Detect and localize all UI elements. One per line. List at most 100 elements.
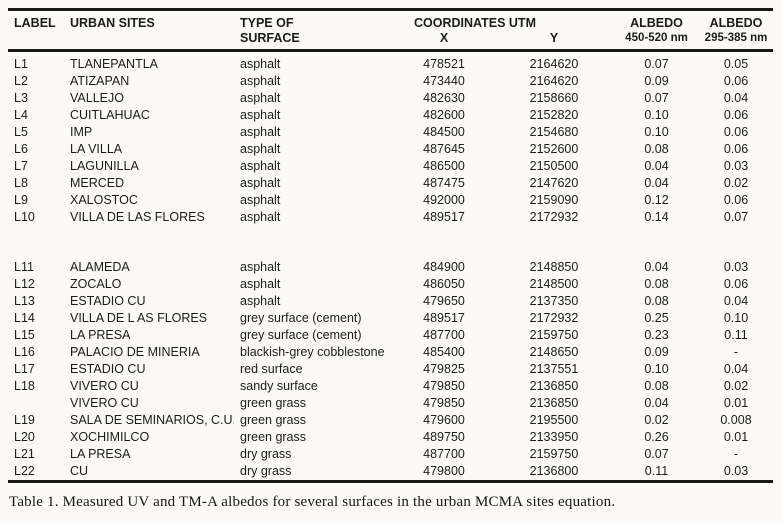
cell-albedo-295-385: 0.06	[723, 277, 749, 291]
cell-surface-type: asphalt	[240, 57, 281, 71]
cell-surface-type: asphalt	[240, 91, 281, 105]
cell-surface-type: asphalt	[240, 108, 281, 122]
cell-albedo-295-385: 0.02	[723, 176, 749, 190]
cell-coordinate-x: 482630	[423, 91, 465, 105]
cell-coordinate-x: 486500	[423, 159, 465, 173]
cell-urban-site: ALAMEDA	[70, 260, 130, 274]
cell-albedo-450-520: 0.10	[644, 362, 669, 376]
cell-albedo-295-385: 0.07	[723, 210, 749, 224]
cell-surface-type: asphalt	[240, 74, 281, 88]
cell-coordinate-y: 2158660	[529, 91, 579, 105]
cell-urban-site: TLANEPANTLA	[70, 57, 158, 71]
cell-coordinate-y: 2148500	[529, 277, 579, 291]
table-row: L3 VALLEJO asphalt 482630 2158660 0.07 0…	[8, 90, 773, 107]
cell-surface-type: grey surface (cement)	[240, 311, 362, 325]
albedo-table: LABEL URBAN SITES TYPE OF COORDINATES UT…	[8, 8, 773, 483]
cell-urban-site: SALA DE SEMINARIOS, C.U.	[70, 413, 234, 427]
cell-coordinate-x: 473440	[423, 74, 465, 88]
table-row: L19 SALA DE SEMINARIOS, C.U. green grass…	[8, 412, 773, 429]
cell-surface-type: dry grass	[240, 464, 292, 478]
cell-label: L14	[14, 311, 35, 325]
cell-coordinate-y: 2150500	[529, 159, 579, 173]
cell-albedo-450-520: 0.08	[644, 277, 669, 291]
cell-albedo-295-385: 0.10	[723, 311, 749, 325]
cell-urban-site: ZOCALO	[70, 277, 122, 291]
table-header: LABEL URBAN SITES TYPE OF COORDINATES UT…	[8, 10, 773, 52]
cell-albedo-450-520: 0.10	[644, 125, 669, 139]
col-header-urban-sites: URBAN SITES	[70, 16, 155, 30]
col-header-type-of: TYPE OF	[240, 16, 294, 30]
cell-coordinate-x: 479650	[423, 294, 465, 308]
cell-coordinate-y: 2195500	[529, 413, 579, 427]
cell-albedo-295-385: 0.04	[723, 294, 749, 308]
cell-albedo-295-385: 0.008	[720, 413, 752, 427]
cell-coordinate-x: 487645	[423, 142, 465, 156]
table-row: VIVERO CU green grass 479850 2136850 0.0…	[8, 395, 773, 412]
cell-albedo-450-520: 0.12	[644, 193, 669, 207]
table-row: L16 PALACIO DE MINERIA blackish-grey cob…	[8, 344, 773, 361]
table-row: L21 LA PRESA dry grass 487700 2159750 0.…	[8, 446, 773, 463]
table-row: L13 ESTADIO CU asphalt 479650 2137350 0.…	[8, 293, 773, 310]
cell-surface-type: asphalt	[240, 294, 281, 308]
col-header-sites-spacer	[64, 31, 234, 52]
table-row: L22 CU dry grass 479800 2136800 0.11 0.0…	[8, 463, 773, 482]
table-row: L6 LA VILLA asphalt 487645 2152600 0.08 …	[8, 141, 773, 158]
cell-albedo-295-385: 0.06	[723, 125, 749, 139]
cell-albedo-295-385: -	[733, 447, 739, 461]
col-header-label-spacer	[8, 31, 64, 52]
cell-albedo-295-385: 0.06	[723, 142, 749, 156]
cell-coordinate-x: 484500	[423, 125, 465, 139]
cell-urban-site: LA PRESA	[70, 447, 131, 461]
cell-label: L5	[14, 125, 28, 139]
cell-label: L10	[14, 210, 35, 224]
cell-coordinate-y: 2137350	[529, 294, 579, 308]
cell-albedo-295-385: 0.04	[723, 362, 749, 376]
cell-coordinate-y: 2172932	[529, 210, 579, 224]
cell-albedo-450-520: 0.08	[644, 379, 669, 393]
cell-coordinate-x: 487700	[423, 447, 465, 461]
col-header-coordinates-utm: COORDINATES UTM	[414, 16, 536, 30]
cell-surface-type: asphalt	[240, 142, 281, 156]
cell-coordinate-y: 2148850	[529, 260, 579, 274]
cell-coordinate-x: 479800	[423, 464, 465, 478]
cell-albedo-450-520: 0.23	[644, 328, 669, 342]
cell-coordinate-y: 2164620	[529, 57, 579, 71]
cell-albedo-450-520: 0.07	[644, 447, 669, 461]
col-header-295-385nm: 295-385 nm	[699, 31, 773, 52]
cell-label: L9	[14, 193, 28, 207]
cell-albedo-295-385: 0.04	[723, 91, 749, 105]
table-row: L2 ATIZAPAN asphalt 473440 2164620 0.09 …	[8, 73, 773, 90]
table-row: L10 VILLA DE LAS FLORES asphalt 489517 2…	[8, 209, 773, 226]
cell-coordinate-y: 2152600	[529, 142, 579, 156]
table-caption: Table 1. Measured UV and TM-A albedos fo…	[9, 494, 616, 510]
cell-albedo-450-520: 0.10	[644, 108, 669, 122]
cell-label: L22	[14, 464, 35, 478]
cell-coordinate-x: 482600	[423, 108, 465, 122]
cell-label: L19	[14, 413, 35, 427]
cell-coordinate-y: 2172932	[529, 311, 579, 325]
cell-label: L6	[14, 142, 28, 156]
cell-albedo-450-520: 0.08	[644, 294, 669, 308]
cell-coordinate-x: 489517	[423, 311, 465, 325]
table-row: L1 TLANEPANTLA asphalt 478521 2164620 0.…	[8, 51, 773, 74]
cell-surface-type: sandy surface	[240, 379, 318, 393]
cell-coordinate-y: 2152820	[529, 108, 579, 122]
table-body: L1 TLANEPANTLA asphalt 478521 2164620 0.…	[8, 51, 773, 482]
header-row-1: LABEL URBAN SITES TYPE OF COORDINATES UT…	[8, 10, 773, 32]
col-header-albedo-450: ALBEDO	[630, 16, 683, 30]
cell-label: L4	[14, 108, 28, 122]
cell-albedo-295-385: 0.01	[723, 396, 749, 410]
cell-albedo-295-385: 0.01	[723, 430, 749, 444]
cell-coordinate-y: 2159090	[529, 193, 579, 207]
cell-label: L17	[14, 362, 35, 376]
cell-label: L21	[14, 447, 35, 461]
cell-coordinate-x: 479825	[423, 362, 465, 376]
cell-coordinate-y: 2136850	[529, 379, 579, 393]
cell-coordinate-x: 486050	[423, 277, 465, 291]
cell-albedo-450-520: 0.11	[644, 464, 669, 478]
cell-coordinate-x: 492000	[423, 193, 465, 207]
cell-urban-site: VIVERO CU	[70, 379, 139, 393]
cell-urban-site: ATIZAPAN	[70, 74, 130, 88]
cell-urban-site: XALOSTOC	[70, 193, 138, 207]
cell-label: L18	[14, 379, 35, 393]
